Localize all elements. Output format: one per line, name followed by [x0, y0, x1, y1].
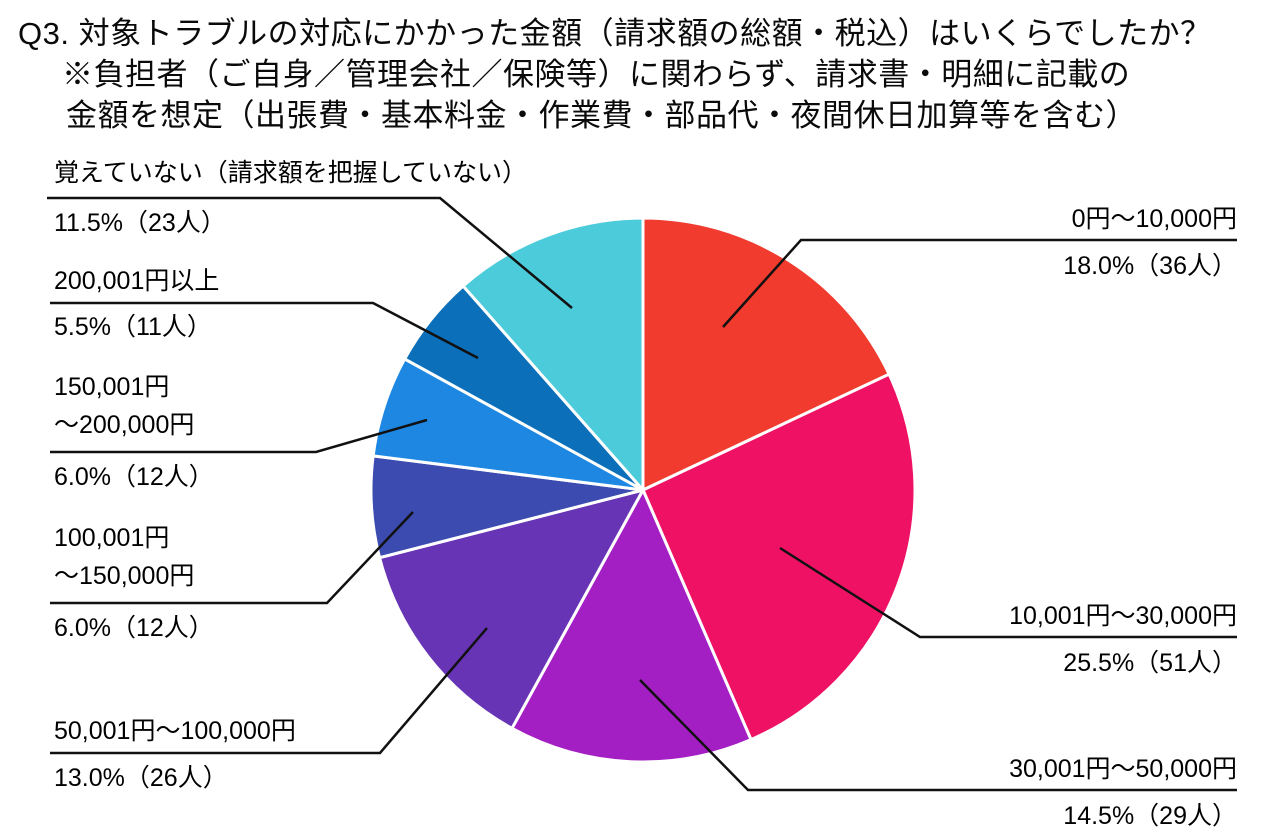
callout-not-remember-value: 11.5%（23人）	[54, 204, 226, 242]
callout-label: 50,001円～100,000円	[54, 717, 296, 745]
callout-not-remember: 覚えていない（請求額を把握していない）	[54, 154, 527, 192]
pie-slice-7	[461, 216, 645, 492]
pie-slice-0	[641, 216, 891, 492]
leader-line-100001-150000	[50, 511, 414, 605]
callout-150001-200000: 150,001円 ～200,000円	[54, 368, 194, 444]
callout-100001-150000: 100,001円 ～150,000円	[54, 519, 194, 595]
question-title-line1: Q3. 対象トラブルの対応にかかった金額（請求額の総額・税込）はいくらでしたか？	[18, 16, 1212, 51]
leader-lines-group	[47, 196, 1237, 792]
callout-label: 10,001円～30,000円	[1009, 602, 1237, 630]
pie-slices-group	[369, 216, 917, 764]
callout-percent: 6.0%（12人）	[54, 463, 214, 491]
callout-label: 200,001円以上	[54, 267, 220, 295]
callout-percent: 11.5%（23人）	[54, 209, 226, 237]
callout-100001-150000-value: 6.0%（12人）	[54, 609, 214, 647]
leader-line-not-remember	[47, 196, 573, 309]
pie-slice-3	[378, 488, 645, 730]
callout-30001-50000-value: 14.5%（29人）	[1063, 797, 1237, 835]
question-title-line2: ※負担者（ご自身／管理会社／保険等）に関わらず、請求書・明細に記載の	[62, 57, 1131, 92]
callout-50001-100000-value: 13.0%（26人）	[54, 759, 228, 797]
question-title-line3: 金額を想定（出張費・基本料金・作業費・部品代・夜間休日加算等を含む）	[66, 98, 1137, 133]
callout-30001-50000: 30,001円～50,000円	[1009, 750, 1237, 788]
callout-label-line1: 100,001円	[54, 524, 170, 552]
callout-percent: 14.5%（29人）	[1063, 802, 1237, 830]
leader-line-10001-30000	[779, 546, 1237, 639]
callout-label-line1: 150,001円	[54, 373, 170, 401]
callout-0-10000: 0円～10,000円	[1072, 200, 1237, 238]
callout-percent: 5.5%（11人）	[54, 313, 212, 341]
callout-10001-30000: 10,001円～30,000円	[1009, 597, 1237, 635]
callout-label: 30,001円～50,000円	[1009, 755, 1237, 783]
callout-percent: 13.0%（26人）	[54, 764, 228, 792]
leader-line-0-10000	[722, 238, 1237, 328]
callout-over-200001-value: 5.5%（11人）	[54, 308, 212, 346]
leader-line-30001-50000	[639, 679, 1237, 792]
callout-label-line2: ～150,000円	[54, 562, 195, 590]
callout-label: 覚えていない（請求額を把握していない）	[54, 159, 528, 187]
callout-over-200001: 200,001円以上	[54, 262, 219, 300]
leader-line-over-200001	[50, 301, 479, 360]
callout-label: 0円～10,000円	[1071, 205, 1237, 233]
callout-10001-30000-value: 25.5%（51人）	[1063, 644, 1237, 682]
callout-150001-200000-value: 6.0%（12人）	[54, 458, 214, 496]
leader-line-150001-200000	[50, 418, 428, 454]
callout-50001-100000: 50,001円～100,000円	[54, 712, 296, 750]
callout-0-10000-value: 18.0%（36人）	[1063, 247, 1237, 285]
leader-line-50001-100000	[50, 627, 488, 755]
callout-percent: 18.0%（36人）	[1063, 252, 1237, 280]
callout-percent: 25.5%（51人）	[1063, 649, 1237, 677]
pie-slice-2	[510, 488, 753, 764]
callout-percent: 6.0%（12人）	[54, 614, 214, 642]
callout-label-line2: ～200,000円	[54, 411, 195, 439]
pie-slice-1	[641, 372, 917, 742]
